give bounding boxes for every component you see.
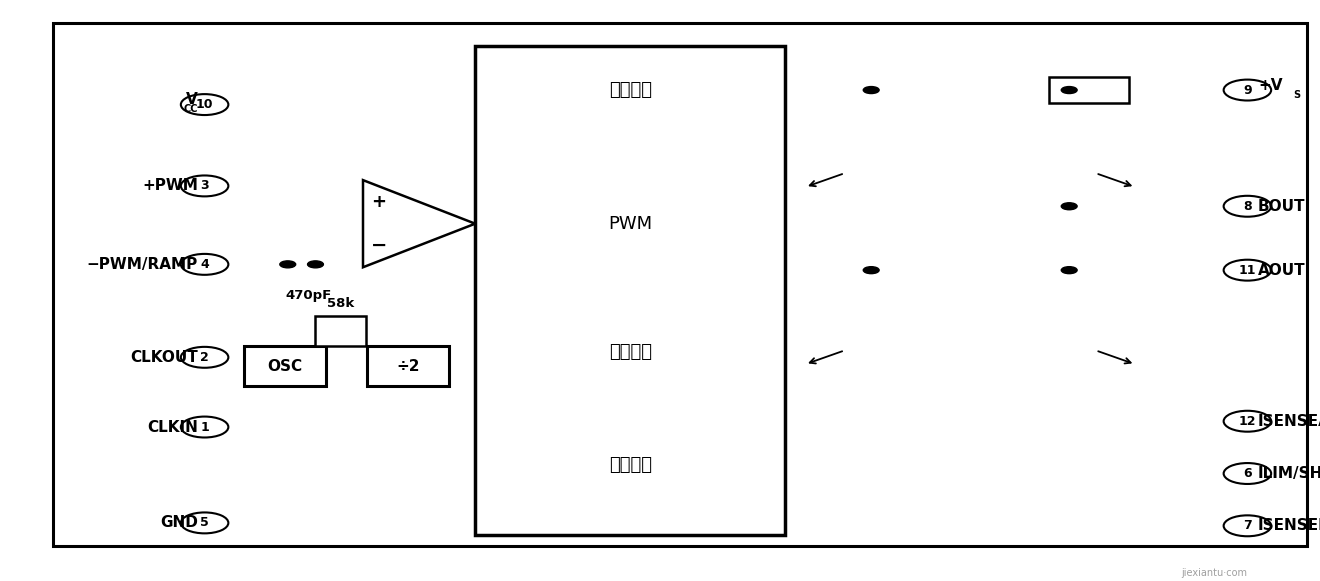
Text: 3: 3: [201, 180, 209, 192]
Text: PWM: PWM: [609, 215, 652, 232]
Text: ISENSEA: ISENSEA: [1258, 414, 1320, 429]
Text: 2: 2: [201, 351, 209, 364]
Text: 1: 1: [201, 421, 209, 433]
Text: 7: 7: [1243, 519, 1251, 532]
Circle shape: [181, 347, 228, 368]
Text: AOUT: AOUT: [1258, 263, 1305, 278]
Text: OSC: OSC: [268, 358, 302, 374]
Bar: [244, 346, 326, 386]
Text: 关断控制: 关断控制: [609, 456, 652, 474]
Circle shape: [1224, 411, 1271, 432]
Text: +V: +V: [1258, 78, 1283, 93]
Circle shape: [1061, 267, 1077, 274]
Text: ÷2: ÷2: [396, 358, 420, 374]
Text: +: +: [371, 193, 387, 210]
Circle shape: [181, 512, 228, 533]
Circle shape: [1061, 203, 1077, 210]
Text: 12: 12: [1238, 415, 1257, 428]
Circle shape: [1224, 515, 1271, 536]
Text: V: V: [186, 92, 198, 107]
Text: 10: 10: [195, 98, 214, 111]
Text: jiexiantu·com: jiexiantu·com: [1181, 568, 1247, 578]
Text: ISENSEB: ISENSEB: [1258, 518, 1320, 533]
Text: 输出驱动: 输出驱动: [609, 343, 652, 360]
Circle shape: [1061, 87, 1077, 94]
Circle shape: [1224, 80, 1271, 101]
Circle shape: [863, 87, 879, 94]
Text: −: −: [371, 236, 387, 255]
Text: 8: 8: [1243, 200, 1251, 213]
Text: 470pF: 470pF: [285, 289, 331, 302]
Text: CLKIN: CLKIN: [147, 419, 198, 435]
Circle shape: [181, 254, 228, 275]
Text: BOUT: BOUT: [1258, 199, 1305, 214]
Polygon shape: [363, 180, 475, 267]
Text: 58k: 58k: [327, 297, 354, 310]
Text: CLKOUT: CLKOUT: [131, 350, 198, 365]
Text: 6: 6: [1243, 467, 1251, 480]
Circle shape: [181, 175, 228, 196]
Circle shape: [863, 267, 879, 274]
Text: 4: 4: [201, 258, 209, 271]
Text: GND: GND: [160, 515, 198, 530]
Text: 9: 9: [1243, 84, 1251, 96]
Circle shape: [181, 417, 228, 437]
Bar: [315, 316, 366, 346]
Circle shape: [181, 94, 228, 115]
Circle shape: [308, 261, 323, 268]
Text: CC: CC: [183, 104, 198, 114]
Circle shape: [1224, 196, 1271, 217]
Text: ILIM/SHDN: ILIM/SHDN: [1258, 466, 1320, 481]
Text: S: S: [1294, 89, 1300, 100]
Text: +PWM: +PWM: [143, 178, 198, 193]
Circle shape: [280, 261, 296, 268]
Text: −PWM/RAMP: −PWM/RAMP: [87, 257, 198, 272]
Bar: [475, 46, 785, 535]
Text: 11: 11: [1238, 264, 1257, 277]
Circle shape: [1224, 463, 1271, 484]
Text: 5: 5: [201, 517, 209, 529]
Bar: [367, 346, 449, 386]
Circle shape: [1224, 260, 1271, 281]
Text: 电流限制: 电流限制: [609, 81, 652, 99]
Bar: [1049, 77, 1129, 103]
